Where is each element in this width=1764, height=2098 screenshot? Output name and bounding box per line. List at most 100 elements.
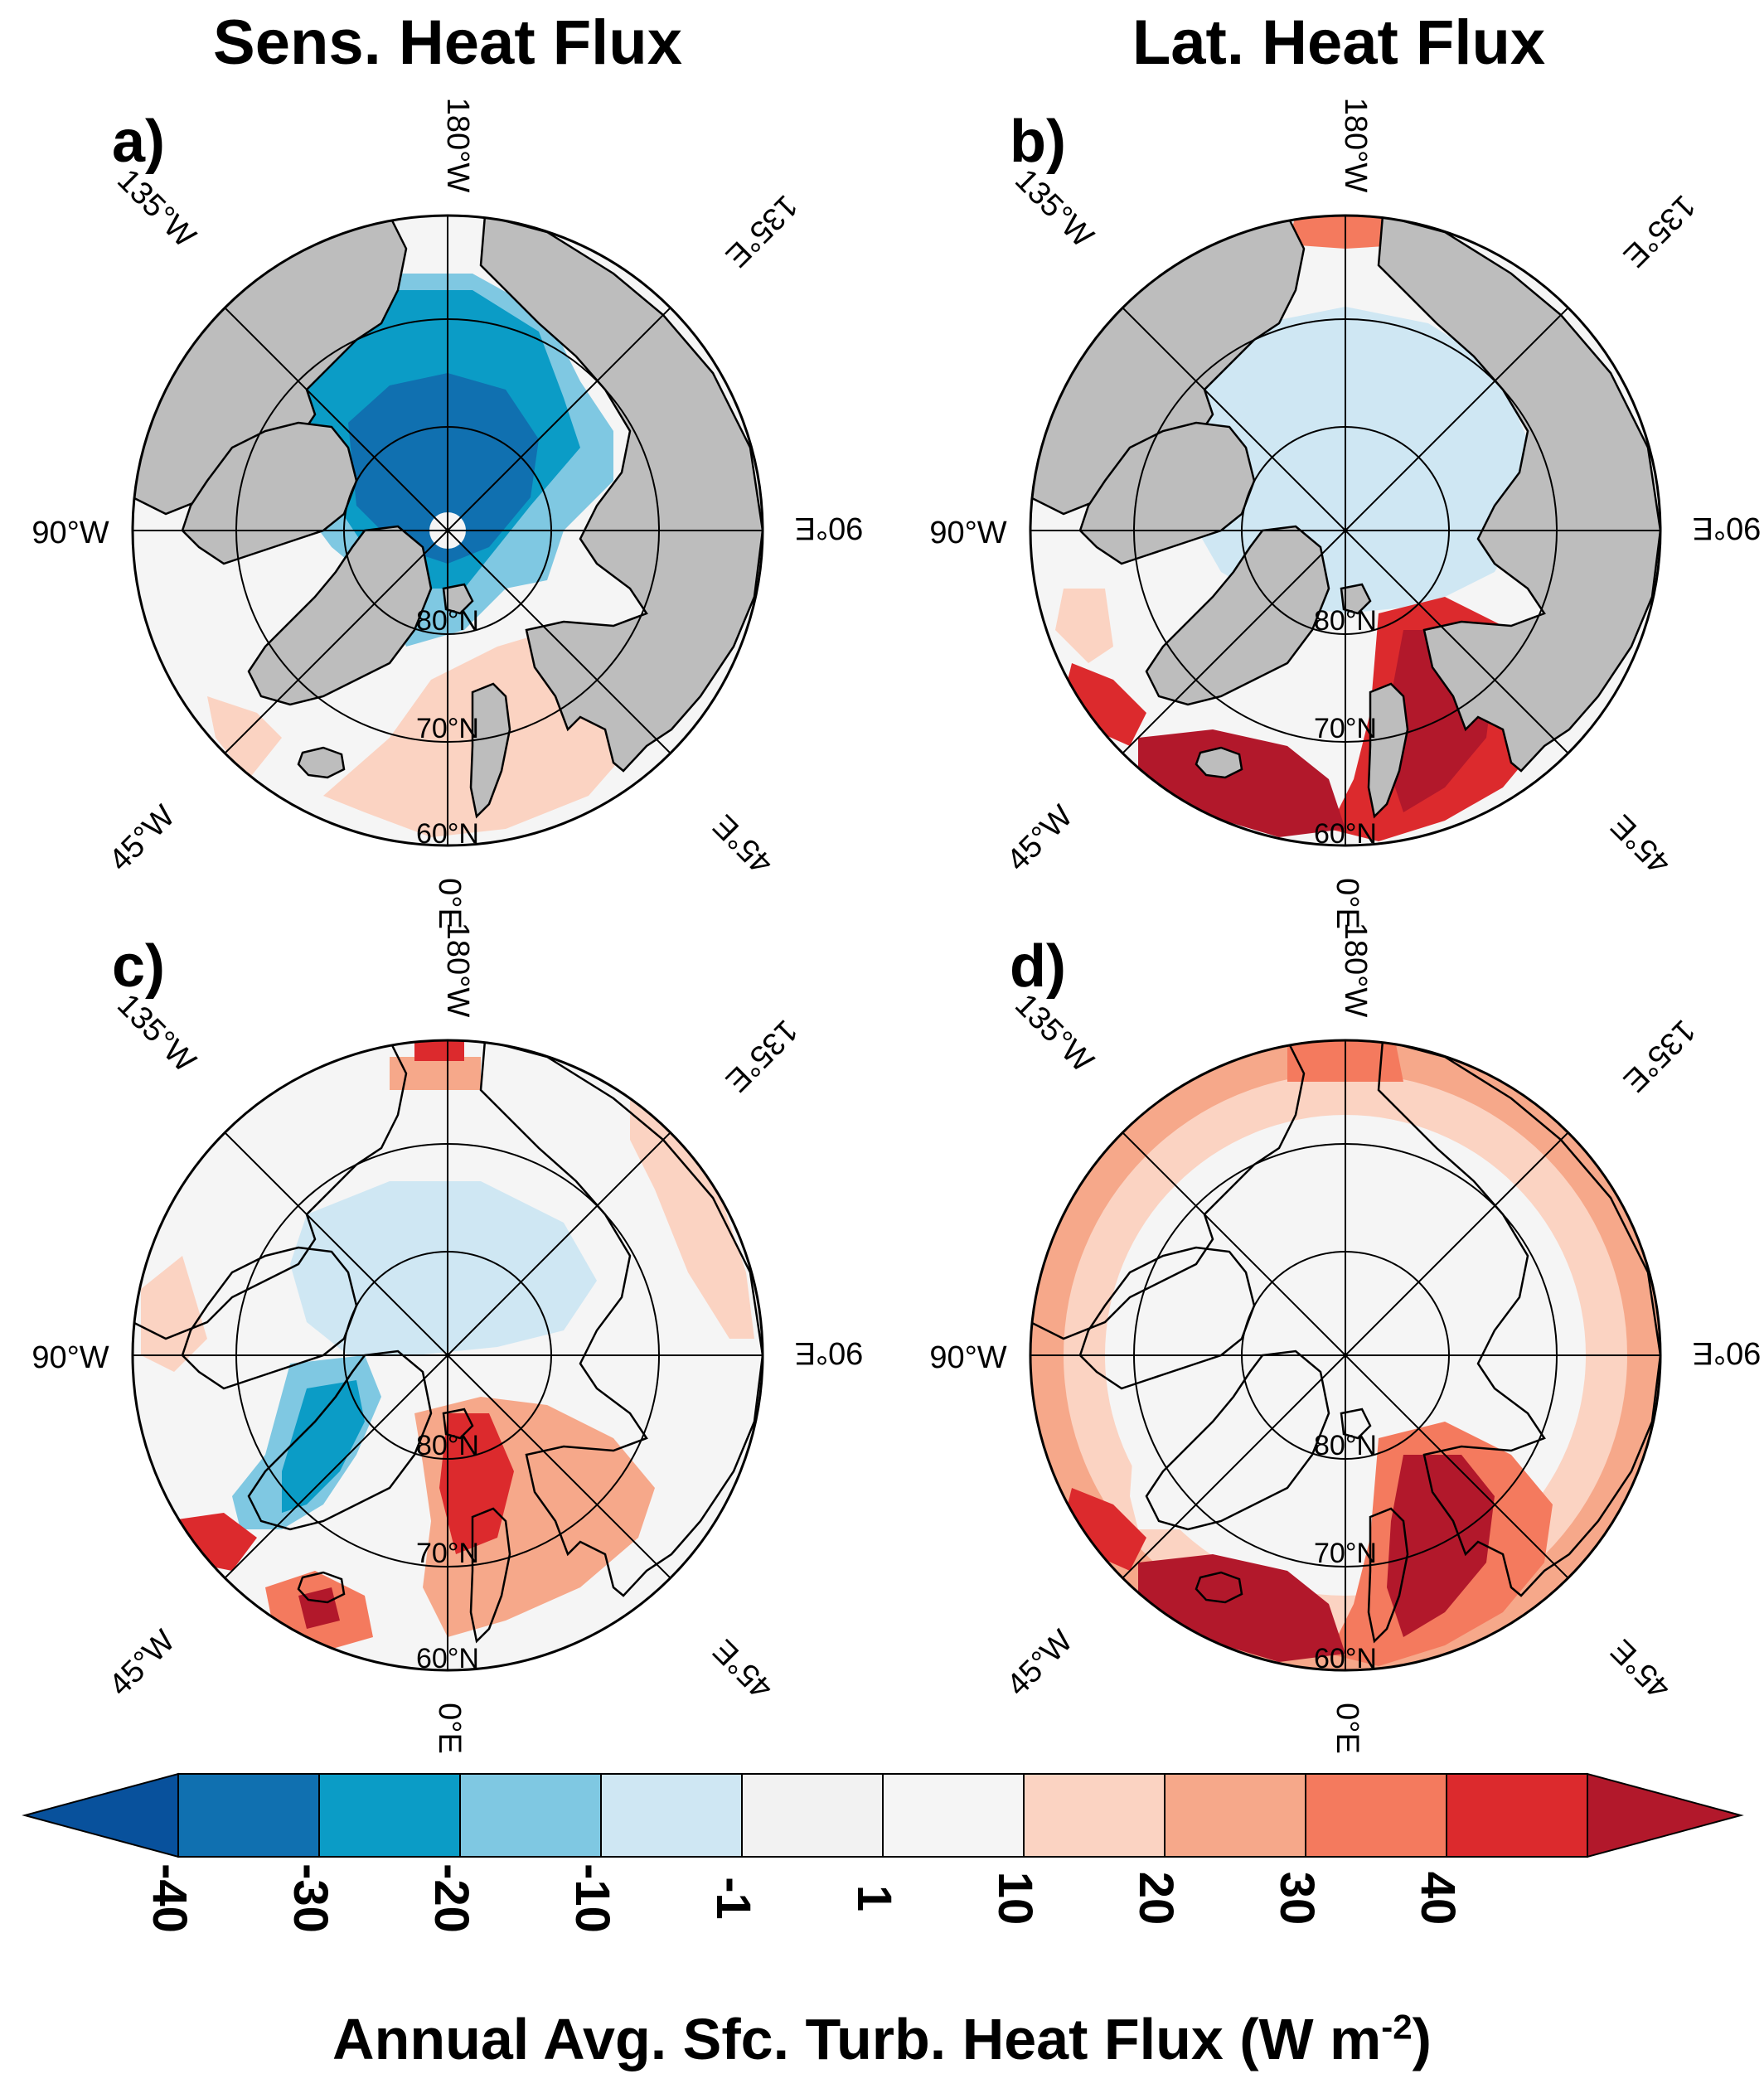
coastline-iceland	[1195, 746, 1243, 779]
coastline-archipelago	[1078, 421, 1256, 565]
lon-label-0e: 0°E	[1330, 1703, 1364, 1754]
coastline-eurasia	[479, 216, 763, 773]
colorbar-box	[459, 1773, 602, 1858]
map-boundary	[1029, 214, 1662, 847]
lat-label-60n: 60°N	[1314, 1643, 1377, 1674]
flux-contour-region	[1130, 1355, 1279, 1529]
coastline-eurasia	[1377, 1040, 1660, 1597]
column-title-sensible: Sens. Heat Flux	[213, 7, 682, 78]
flux-contour-region	[1387, 1455, 1495, 1637]
coastline-svalbard	[442, 1408, 474, 1440]
lon-label-45e: 45°E	[706, 1632, 779, 1705]
colorbar-box	[1446, 1773, 1588, 1858]
lon-label-135w: 135°W	[110, 162, 202, 254]
flux-contour-region	[282, 1380, 365, 1513]
lon-label-90w: 90°W	[32, 516, 109, 550]
coastline-iceland	[297, 746, 346, 779]
lat-label-70n: 70°N	[416, 1538, 479, 1569]
lon-label-135e: 135°E	[719, 1013, 804, 1098]
colorbar-tick-label: 1	[847, 1885, 901, 1911]
coastline-scandinavia	[1367, 1507, 1409, 1644]
lon-label-135e: 135°E	[1616, 1013, 1702, 1098]
lon-label-45e: 45°E	[706, 807, 779, 880]
lon-label-180w: 180°W	[440, 923, 475, 1018]
panel-label-b: b)	[1010, 109, 1066, 175]
meridian-line	[1122, 307, 1569, 754]
meridian-line	[1122, 1131, 1569, 1579]
coastline-archipelago	[181, 421, 358, 565]
lon-label-0e: 0°E	[1330, 878, 1364, 929]
flux-contour-region	[390, 1057, 481, 1090]
flux-contour-region	[348, 373, 539, 564]
lat-label-80n: 80°N	[1314, 605, 1377, 637]
panel-label-c: c)	[112, 933, 166, 1000]
lon-label-90e: 90°E	[1693, 511, 1762, 545]
coastline-greenland	[247, 1349, 433, 1531]
lat-label-80n: 80°N	[1314, 1430, 1377, 1461]
lon-label-135w: 135°W	[1008, 162, 1100, 254]
lon-label-45e: 45°E	[1604, 1632, 1677, 1705]
colorbar-tick-label: -30	[284, 1863, 337, 1933]
lat-label-70n: 70°N	[1314, 713, 1377, 744]
polar-map-d: 180°W 135°W 135°E 90°W 90°E 45°W 45°E 0°E 80°N 70…	[929, 923, 1761, 1754]
meridian-line	[224, 307, 671, 754]
map-boundary	[131, 1039, 764, 1672]
lon-label-135e: 135°E	[719, 188, 804, 274]
coastline-greenland	[247, 525, 433, 706]
map-boundary	[131, 214, 764, 847]
colorbar-extend-low	[22, 1772, 179, 1858]
colorbar-box	[741, 1773, 884, 1858]
lon-label-0e: 0°E	[432, 1703, 467, 1754]
colorbar-tick-label: 10	[988, 1872, 1042, 1926]
lon-label-135e: 135°E	[1616, 188, 1702, 274]
flux-contour-region	[1138, 729, 1345, 837]
coastline-scandinavia	[469, 1507, 511, 1644]
colorbar-tick-label: 40	[1411, 1872, 1465, 1926]
lon-label-0e: 0°E	[432, 878, 467, 929]
coastline-greenland	[1145, 1349, 1330, 1531]
colorbar-box	[882, 1773, 1025, 1858]
colorbar-tick-label: 20	[1129, 1872, 1183, 1926]
colorbar-box	[1164, 1773, 1306, 1858]
lat-label-70n: 70°N	[416, 713, 479, 744]
colorbar-box	[318, 1773, 461, 1858]
panel-label-a: a)	[112, 109, 166, 175]
map-boundary	[1029, 1039, 1662, 1672]
panel-label-d: d)	[1010, 933, 1066, 1000]
flux-contour-region	[298, 1587, 340, 1629]
colorbar-box	[1023, 1773, 1166, 1858]
lon-label-45w: 45°W	[1001, 1624, 1080, 1703]
flux-contour-region	[1064, 1488, 1146, 1571]
coastline-svalbard	[442, 583, 474, 615]
lon-label-180w: 180°W	[1338, 98, 1373, 193]
lon-label-180w: 180°W	[440, 98, 475, 193]
flux-contour-region	[1064, 663, 1146, 746]
lon-label-90e: 90°E	[1693, 1335, 1762, 1370]
flux-contour-region	[290, 1181, 597, 1355]
flux-contour-region	[439, 1413, 514, 1554]
coastline-svalbard	[1340, 583, 1372, 615]
lon-label-180w: 180°W	[1338, 923, 1373, 1018]
flux-contour-region	[141, 1256, 207, 1372]
polar-map-c: 180°W 135°W 135°E 90°W 90°E 45°W 45°E 0°E 80°N 70…	[32, 923, 863, 1754]
flux-contour-region	[1138, 1554, 1345, 1662]
flux-contour-region	[630, 1090, 754, 1339]
coastline-svalbard	[1340, 1408, 1372, 1440]
meridian-line	[224, 1131, 671, 1579]
column-title-latent: Lat. Heat Flux	[1132, 7, 1546, 78]
colorbar-title: Annual Avg. Sfc. Turb. Heat Flux (W m-2)	[332, 2007, 1432, 2071]
lat-label-70n: 70°N	[1314, 1538, 1377, 1569]
polar-map-b: 180°W 135°W 135°E 90°W 90°E 45°W 45°E 0°E 80°N 70…	[929, 98, 1761, 929]
colorbar: -40 -30 -20 -10 -1 1 10 20 30 40	[22, 1772, 1744, 1933]
coastline-eurasia	[1377, 216, 1660, 773]
lat-label-60n: 60°N	[416, 1643, 479, 1674]
colorbar-box	[600, 1773, 743, 1858]
coastline-eurasia	[479, 1040, 763, 1597]
lat-label-60n: 60°N	[1314, 818, 1377, 850]
lon-label-90e: 90°E	[795, 1335, 864, 1370]
flux-contour-region	[1055, 589, 1113, 663]
polar-map-a: 180°W 135°W 135°E 90°W 90°E 45°W 45°E 0°E 80°N 70…	[32, 98, 863, 929]
lon-label-45w: 45°W	[103, 1624, 182, 1703]
lon-label-45w: 45°W	[103, 799, 182, 879]
flux-contour-region	[414, 1040, 464, 1061]
